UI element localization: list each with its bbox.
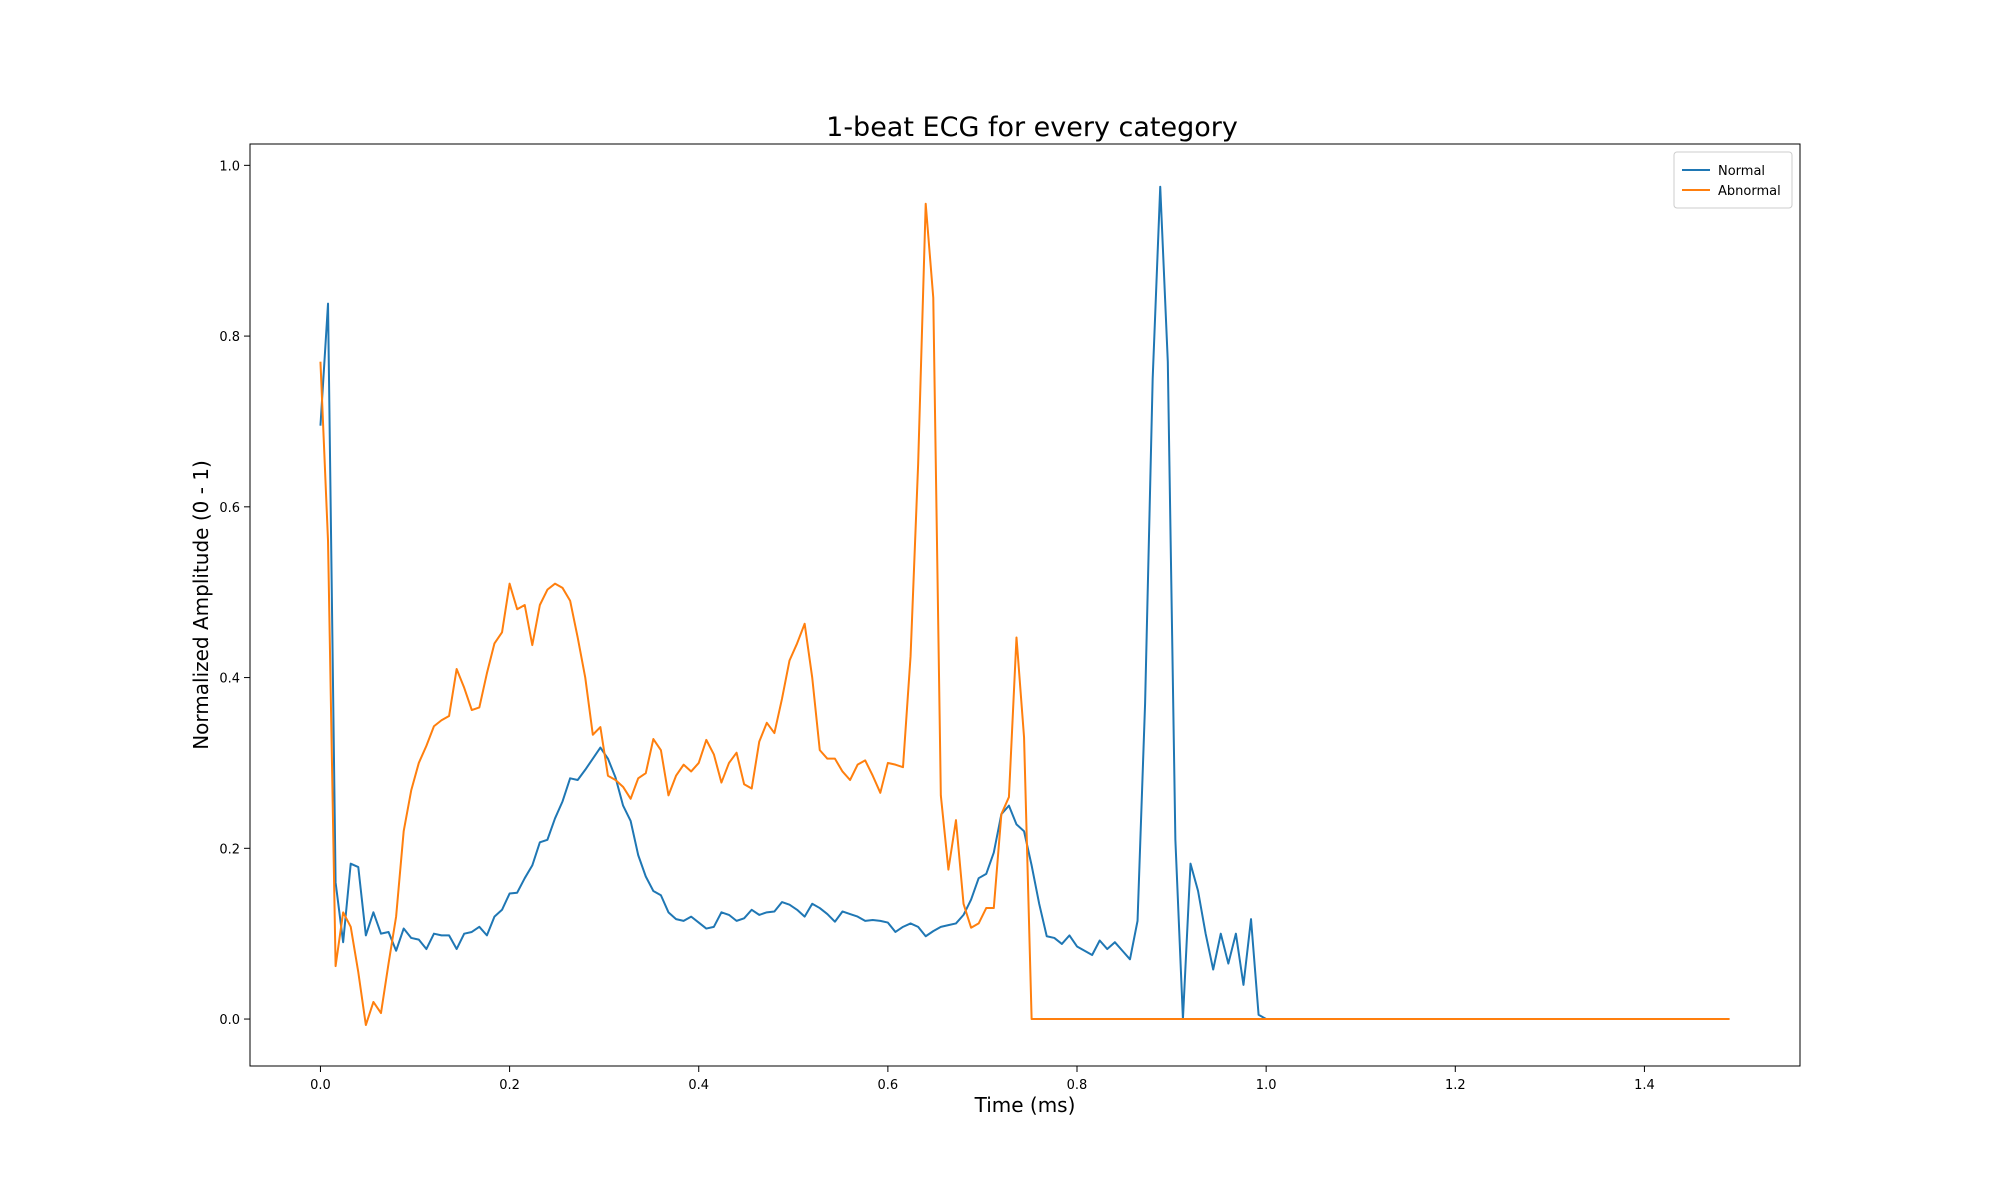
y-tick-label: 1.0	[219, 159, 240, 174]
x-axis: 0.0 0.2 0.4 0.6 0.8 1.0 1.2 1.4	[310, 1066, 1655, 1093]
x-tick-label: 0.4	[688, 1078, 709, 1093]
x-tick-label: 0.2	[499, 1078, 520, 1093]
plot-frame	[249, 143, 1801, 1067]
x-tick-label: 0.8	[1067, 1078, 1088, 1093]
y-axis-label: Normalized Amplitude (0 - 1)	[189, 460, 213, 750]
y-axis: 0.0 0.2 0.4 0.6 0.8 1.0	[219, 159, 250, 1028]
x-tick-label: 1.2	[1445, 1078, 1466, 1093]
x-tick-label: 0.6	[878, 1078, 899, 1093]
y-tick-label: 0.0	[219, 1013, 240, 1028]
legend-frame	[1673, 151, 1793, 209]
y-tick-label: 0.2	[219, 842, 240, 857]
chart-title: 1-beat ECG for every category	[826, 112, 1238, 143]
y-tick-label: 0.6	[219, 501, 240, 516]
x-tick-label: 1.4	[1634, 1078, 1655, 1093]
legend: Normal Abnormal	[1673, 151, 1793, 209]
legend-label: Abnormal	[1718, 184, 1781, 199]
y-tick-label: 0.8	[219, 330, 240, 345]
y-tick-label: 0.4	[219, 672, 240, 687]
x-tick-label: 0.0	[310, 1078, 331, 1093]
series-line-normal	[319, 185, 1730, 1021]
series-line-abnormal	[319, 202, 1730, 1027]
series-layer	[319, 185, 1730, 1027]
x-axis-label: Time (ms)	[974, 1093, 1076, 1117]
x-tick-label: 1.0	[1256, 1078, 1277, 1093]
plot-area	[249, 143, 1801, 1067]
legend-label: Normal	[1718, 164, 1765, 179]
